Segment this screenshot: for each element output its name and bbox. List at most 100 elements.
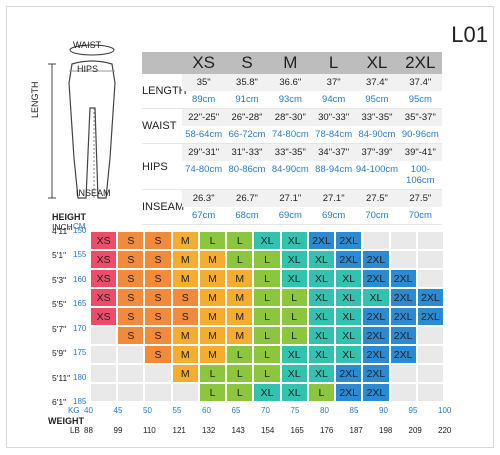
empty-cell [117,364,145,383]
weight-lb-tick: 209 [408,426,422,435]
inseam-label: INSEAM [76,188,111,198]
measurement-row: INSEAM 26.3" 26.7" 27.1" 27.1" 27.5" 27.5" 67cm… [142,190,442,225]
hips-label: HIPS [77,64,99,74]
size-cell: XL [307,326,336,345]
inch-value: 26.3" [182,190,226,207]
size-cell: XS [90,307,118,326]
size-cell: M [198,250,227,269]
size-cell: L [280,326,308,345]
size-cell: M [171,326,199,345]
size-cell: S [117,326,145,345]
size-cell: L [198,231,227,250]
inch-value: 35"-37" [398,109,442,126]
size-cell: M [198,288,227,307]
height-inch-tick: 5'11" [52,372,71,383]
size-cell: S [144,307,172,326]
size-cell: L [253,250,281,269]
inch-value: 27.1" [311,190,356,207]
size-cell: XL [280,345,308,364]
empty-cell [389,250,417,269]
size-cell: XL [280,383,308,402]
weight-kg-tick: 60 [202,406,211,415]
empty-cell [416,383,444,402]
inch-value: 37.4" [355,74,399,91]
cm-value: 94cm [322,94,346,105]
inch-value: 33"-35" [268,144,312,161]
size-cell: 2XL [362,326,390,345]
cm-value: 88-94cm [315,164,353,175]
size-cell: L [307,383,336,402]
size-cell: L [226,345,254,364]
size-cell: XL [362,288,390,307]
weight-lb-tick: 121 [172,426,186,435]
size-cell: 2XL [335,383,363,402]
weight-kg-tick: 80 [320,406,329,415]
inch-value: 22"-25" [182,109,226,126]
size-cell: 2XL [362,250,390,269]
cm-value: 70cm [408,210,432,221]
size-cell: 2XL [335,250,363,269]
size-cell: M [171,345,199,364]
size-cell: 2XL [416,307,444,326]
size-cell: M [226,326,254,345]
cm-value: 95cm [408,94,432,105]
size-header: S [241,53,253,72]
height-cm-tick: 180 [73,372,87,382]
size-cell: XL [307,364,336,383]
empty-cell [90,383,118,402]
weight-lb-tick: 143 [231,426,245,435]
height-inch-tick: 5'9" [52,348,67,359]
size-cell: 2XL [362,307,390,326]
size-cell: S [117,250,145,269]
size-cell: 2XL [362,345,390,364]
empty-cell [416,326,444,345]
kg-unit: KG [68,406,80,415]
size-cell: 2XL [389,269,417,288]
height-cm-tick: 160 [73,274,87,284]
empty-cell [389,383,417,402]
size-cell: M [171,250,199,269]
empty-cell [416,231,444,250]
size-cell: M [226,269,254,288]
cm-unit: CM [73,222,86,231]
size-cell: XS [90,269,118,288]
lb-unit: LB [70,426,80,435]
size-cell: XS [90,231,118,250]
cm-value: 74-80cm [185,164,223,175]
weight-kg-tick: 90 [379,406,388,415]
size-cell: M [198,307,227,326]
height-cm-tick: 175 [73,348,87,358]
height-cm-tick: 185 [73,397,87,406]
inch-value: 37"-39" [355,144,399,161]
size-cell: L [226,231,254,250]
inch-value: 37" [311,74,356,91]
empty-cell [90,326,118,345]
inch-value: 36.6" [268,74,312,91]
weight-kg-tick: 65 [231,406,241,415]
height-inch-tick: 5'3" [52,274,67,285]
size-cell: S [171,307,199,326]
size-cell: XL [280,250,308,269]
weight-kg-tick: 40 [84,406,93,415]
height-cm-tick: 170 [73,323,87,333]
empty-cell [389,364,417,383]
size-header: L [328,53,339,72]
inch-value: 37.4" [398,74,442,91]
size-cell: S [171,288,199,307]
size-cell: XL [307,269,336,288]
size-cell: XL [280,269,308,288]
size-cell: L [253,364,281,383]
inch-value: 27.5" [355,190,399,207]
inch-value: 27.1" [268,190,312,207]
size-cell: 2XL [335,364,363,383]
size-cell: L [253,288,281,307]
cm-value: 68cm [235,210,259,221]
cm-value: 94-100cm [355,164,399,175]
cm-value: 70cm [365,210,389,221]
size-cell: L [280,307,308,326]
size-cell: XL [307,288,336,307]
size-header: XL [366,53,388,72]
weight-kg-tick: 100 [438,406,452,415]
size-cell: M [198,269,227,288]
leggings-icon [48,44,116,199]
